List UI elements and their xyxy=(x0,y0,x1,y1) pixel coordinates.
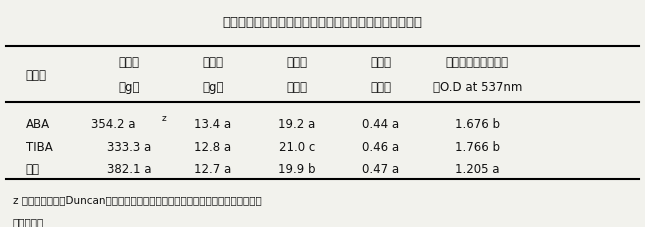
Text: 0.46 a: 0.46 a xyxy=(362,140,399,153)
Text: 333.3 a: 333.3 a xyxy=(107,140,151,153)
Text: z: z xyxy=(162,114,167,122)
Text: （％）: （％） xyxy=(286,81,307,94)
Text: （g）: （g） xyxy=(202,81,224,94)
Text: 果房重: 果房重 xyxy=(119,56,139,69)
Text: も同じ）。: も同じ）。 xyxy=(13,217,44,227)
Text: 対照: 対照 xyxy=(26,163,40,175)
Text: 382.1 a: 382.1 a xyxy=(107,163,151,175)
Text: 12.8 a: 12.8 a xyxy=(194,140,232,153)
Text: 1.766 b: 1.766 b xyxy=(455,140,500,153)
Text: 表１　生理活性物質が「巨峰」の果実品質に及ぼす影響: 表１ 生理活性物質が「巨峰」の果実品質に及ぼす影響 xyxy=(223,16,422,29)
Text: 1.205 a: 1.205 a xyxy=(455,163,499,175)
Text: 354.2 a: 354.2 a xyxy=(91,118,135,131)
Text: （g）: （g） xyxy=(118,81,140,94)
Text: ABA: ABA xyxy=(26,118,50,131)
Text: 0.44 a: 0.44 a xyxy=(362,118,399,131)
Text: 1.676 b: 1.676 b xyxy=(455,118,500,131)
Text: z 異なる英文字はDuncan多重検定（５％）で有意差があることを示す（表２，３: z 異なる英文字はDuncan多重検定（５％）で有意差があることを示す（表２，３ xyxy=(13,194,262,204)
Text: 0.47 a: 0.47 a xyxy=(362,163,399,175)
Text: （％）: （％） xyxy=(370,81,391,94)
Text: 一粒重: 一粒重 xyxy=(203,56,223,69)
Text: 19.9 b: 19.9 b xyxy=(278,163,315,175)
Text: 糖　度: 糖 度 xyxy=(286,56,307,69)
Text: アントシアニン含量: アントシアニン含量 xyxy=(446,56,509,69)
Text: 処理区: 処理区 xyxy=(26,69,47,81)
Text: TIBA: TIBA xyxy=(26,140,52,153)
Text: 12.7 a: 12.7 a xyxy=(194,163,232,175)
Text: 滴定酸: 滴定酸 xyxy=(370,56,391,69)
Text: （O.D at 537nm: （O.D at 537nm xyxy=(433,81,522,94)
Text: 19.2 a: 19.2 a xyxy=(278,118,315,131)
Text: 21.0 c: 21.0 c xyxy=(279,140,315,153)
Text: 13.4 a: 13.4 a xyxy=(194,118,232,131)
